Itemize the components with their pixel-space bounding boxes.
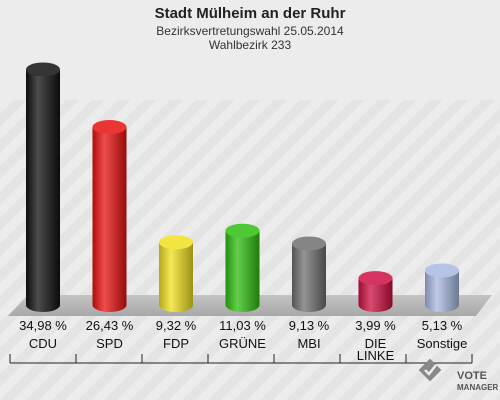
background-stripe <box>442 342 500 400</box>
bar-group <box>26 62 459 312</box>
category-label: Sonstige <box>417 336 468 351</box>
background-stripe <box>234 134 500 400</box>
background-stripe <box>0 100 1 101</box>
background-stripe <box>104 100 417 400</box>
chart-title: Stadt Mülheim an der Ruhr <box>155 5 346 22</box>
value-label-group: 34,98 % 26,43 % 9,32 % 11,03 % 9,13 % 3,99 % 5… <box>19 318 463 333</box>
background-stripe <box>130 100 443 400</box>
chart-district: Wahlbezirk 233 <box>209 38 292 52</box>
value-label: 3,99 % <box>355 318 396 333</box>
bar-sonstige <box>425 263 459 312</box>
chart-subtitle: Bezirksvertretungswahl 25.05.2014 <box>156 24 344 38</box>
value-label: 5,13 % <box>422 318 463 333</box>
category-label: FDP <box>163 336 189 351</box>
background-stripe <box>182 100 495 400</box>
background-stripe <box>0 100 27 127</box>
bar-gr-ne <box>225 223 260 312</box>
bar-spd <box>92 120 127 312</box>
value-label: 34,98 % <box>19 318 67 333</box>
value-label: 9,32 % <box>156 318 197 333</box>
bar-die-linke <box>358 271 393 312</box>
background-stripe <box>338 238 500 400</box>
background-stripe <box>52 100 365 400</box>
bar-cdu <box>26 62 60 312</box>
category-label-group: CDU SPD FDP GRÜNE MBI DIE LINKE Sonstige <box>29 336 467 363</box>
category-label: GRÜNE <box>219 336 266 351</box>
value-label: 26,43 % <box>86 318 134 333</box>
background-stripe <box>208 108 500 400</box>
background-stripe <box>390 290 500 400</box>
category-label: DIE LINKE <box>357 336 395 363</box>
value-label: 11,03 % <box>219 318 266 333</box>
bar-fdp <box>159 235 193 312</box>
background-stripe <box>0 100 313 400</box>
category-label: MBI <box>297 336 320 351</box>
category-label: CDU <box>29 336 57 351</box>
value-label: 9,13 % <box>289 318 330 333</box>
background-stripe <box>494 394 500 400</box>
background-stripe <box>416 316 500 400</box>
background-stripe <box>286 186 500 400</box>
brand-manager: MANAGER <box>457 383 499 392</box>
bar-mbi <box>292 236 326 312</box>
background-stripe <box>468 368 500 400</box>
category-label: SPD <box>96 336 123 351</box>
category-axis <box>9 354 473 364</box>
brand-vote: VOTE <box>457 370 487 382</box>
